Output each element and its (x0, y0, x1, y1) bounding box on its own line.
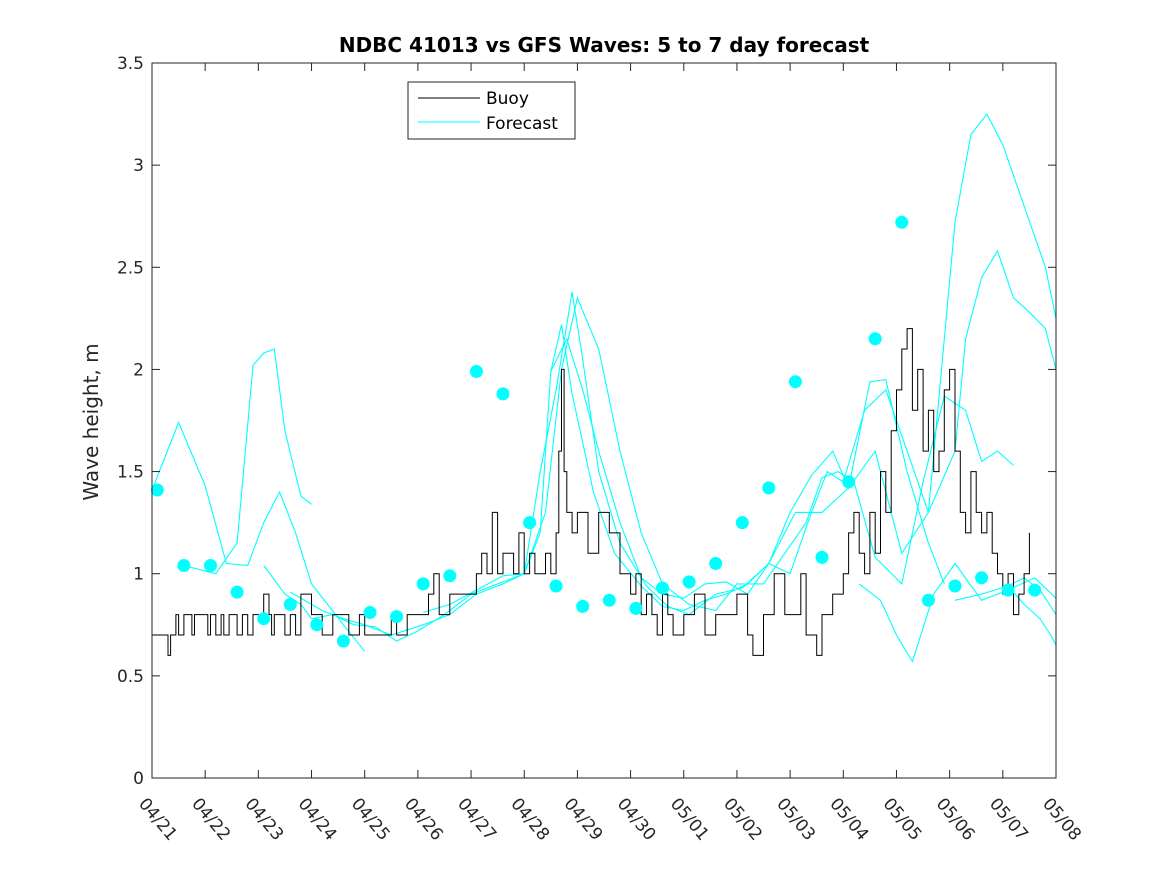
legend: Buoy Forecast (407, 81, 576, 140)
x-tick-label: 05/02 (719, 794, 766, 844)
x-tick-label: 05/01 (666, 794, 713, 844)
forecast-marker (336, 634, 350, 648)
plot-frame (151, 62, 1057, 779)
y-axis-label: Wave height, m (79, 343, 103, 500)
x-tick-label: 04/23 (241, 794, 288, 844)
forecast-marker (735, 516, 749, 530)
legend-label-forecast: Forecast (486, 114, 558, 134)
y-tick-label: 2.5 (117, 258, 144, 278)
forecast-marker (656, 581, 669, 595)
y-tick-label: 3 (133, 156, 144, 176)
forecast-marker (602, 593, 616, 607)
forecast-marker (709, 557, 723, 570)
forecast-line-7 (858, 562, 1056, 663)
forecast-marker (948, 579, 962, 593)
forecast-marker (257, 612, 271, 626)
x-tick-label: 04/30 (613, 794, 660, 844)
x-tick-label: 04/24 (294, 794, 341, 844)
forecast-marker (310, 618, 324, 632)
forecast-marker (842, 475, 856, 489)
forecast-marker (230, 585, 244, 599)
forecast-marker (390, 610, 404, 624)
y-tick-label: 0 (133, 769, 144, 789)
x-tick-label: 05/07 (985, 794, 1032, 844)
x-tick-label: 04/25 (347, 794, 394, 844)
y-tick-label: 0.5 (117, 667, 144, 687)
plot-area (150, 113, 1056, 663)
forecast-marker (496, 387, 510, 401)
x-tick-label: 04/29 (560, 794, 607, 844)
legend-box (407, 81, 576, 140)
forecast-marker (629, 601, 643, 615)
forecast-line-1 (152, 421, 366, 652)
forecast-marker (682, 575, 696, 589)
x-tick-label: 04/22 (187, 794, 234, 844)
forecast-marker (762, 481, 776, 495)
forecast-marker (283, 597, 297, 611)
forecast-marker (150, 483, 164, 497)
y-tick-label: 3.5 (117, 54, 144, 74)
x-tick-label: 05/06 (932, 794, 979, 844)
y-tick-label: 1 (133, 565, 144, 585)
buoy-line (152, 328, 1030, 656)
x-tick-label: 04/27 (453, 794, 500, 844)
forecast-line-6 (550, 113, 1056, 599)
forecast-marker (177, 559, 191, 572)
x-tick-label: 05/03 (772, 794, 819, 844)
x-tick-label: 04/21 (134, 794, 181, 844)
legend-label-buoy: Buoy (486, 89, 529, 109)
x-tick-label: 04/28 (506, 794, 553, 844)
forecast-line-8 (954, 577, 1056, 615)
forecast-marker (815, 550, 829, 564)
forecast-marker (204, 559, 217, 572)
axis-ticks: 00.511.522.533.504/21 04/22 04/23 04/24 04/2… (117, 54, 1085, 845)
forecast-line-2 (183, 348, 312, 575)
y-tick-label: 2 (133, 360, 144, 380)
forecast-marker (469, 365, 483, 378)
forecast-line-5 (423, 249, 1056, 616)
chart-title: NDBC 41013 vs GFS Waves: 5 to 7 day fore… (339, 33, 870, 57)
y-tick-label: 1.5 (117, 463, 144, 483)
forecast-marker (549, 579, 563, 593)
x-tick-label: 05/04 (825, 794, 872, 844)
x-tick-label: 04/26 (400, 794, 447, 844)
x-tick-label: 05/05 (879, 794, 926, 844)
forecast-marker (895, 215, 909, 229)
forecast-marker (975, 571, 989, 585)
forecast-marker (1001, 583, 1015, 597)
forecast-marker (788, 375, 802, 389)
forecast-marker (523, 516, 537, 530)
forecast-line-4 (290, 296, 1014, 636)
forecast-marker (921, 593, 935, 607)
forecast-marker (416, 577, 430, 591)
forecast-marker (868, 332, 882, 346)
forecast-marker (363, 606, 377, 619)
forecast-marker (443, 569, 457, 583)
forecast-marker (576, 599, 590, 613)
forecast-marker (1028, 583, 1042, 597)
x-tick-label: 05/08 (1038, 794, 1085, 844)
